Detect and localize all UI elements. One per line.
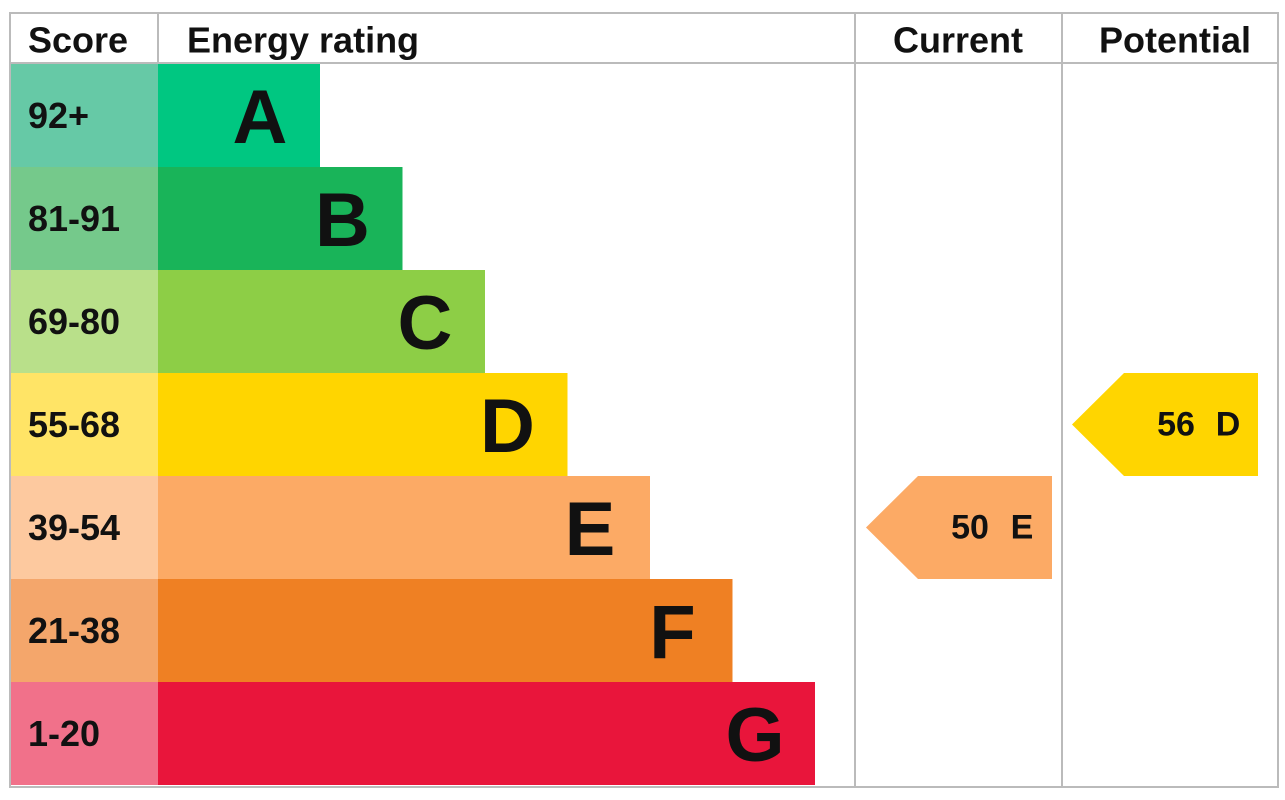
header-potential: Potential [1099, 20, 1251, 61]
score-range: 1-20 [28, 713, 100, 754]
score-range: 21-38 [28, 610, 120, 651]
score-range: 92+ [28, 95, 89, 136]
rating-bar [158, 682, 815, 785]
score-cell [11, 682, 158, 785]
current-arrow [866, 476, 1052, 579]
rating-letter: B [315, 178, 370, 263]
score-cell [11, 579, 158, 682]
rating-letter: D [480, 384, 535, 469]
potential-letter: D [1216, 406, 1241, 444]
score-cell [11, 476, 158, 579]
header-rating: Energy rating [187, 20, 419, 61]
score-range: 55-68 [28, 404, 120, 445]
rating-letter: E [565, 487, 616, 572]
rating-bar [158, 373, 568, 476]
rating-letter: A [233, 75, 288, 160]
score-cell [11, 373, 158, 476]
rating-bar [158, 579, 733, 682]
frame [9, 12, 1279, 788]
rating-bar [158, 270, 485, 373]
current-letter: E [1011, 509, 1034, 547]
rating-bar [158, 64, 320, 167]
rating-bar [158, 167, 403, 270]
rating-letter: C [398, 281, 453, 366]
potential-value: 56 [1157, 406, 1195, 444]
rating-bar [158, 476, 650, 579]
score-range: 39-54 [28, 507, 120, 548]
potential-arrow [1072, 373, 1258, 476]
score-cell [11, 64, 158, 167]
rating-letter: G [725, 693, 784, 778]
header-score: Score [28, 20, 128, 61]
score-range: 81-91 [28, 198, 120, 239]
current-value: 50 [951, 509, 989, 547]
score-cell [11, 167, 158, 270]
rating-letter: F [649, 590, 695, 675]
header-current: Current [893, 20, 1023, 61]
score-cell [11, 270, 158, 373]
score-range: 69-80 [28, 301, 120, 342]
